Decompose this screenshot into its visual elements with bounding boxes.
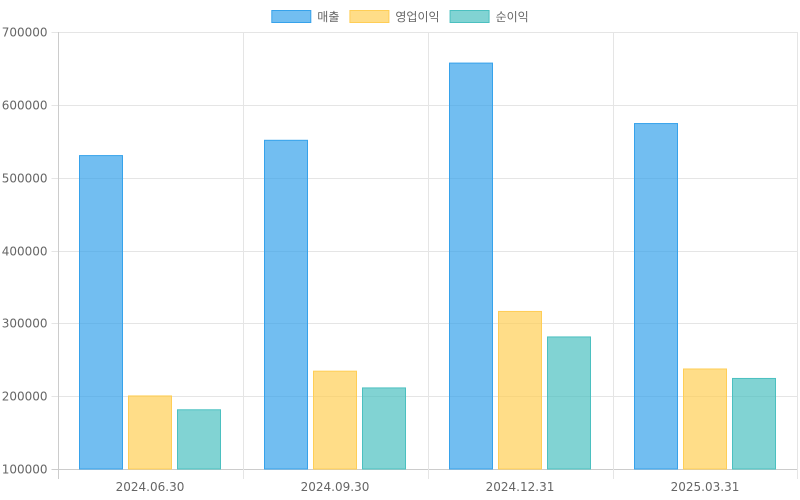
legend-label: 영업이익	[395, 10, 439, 24]
bar-3-2[interactable]	[362, 387, 406, 470]
bar-1-1[interactable]	[79, 155, 123, 470]
x-tick-label: 2025.03.31	[671, 480, 740, 494]
bar-3-1[interactable]	[177, 409, 221, 470]
legend-item-1[interactable]: 매출	[271, 10, 340, 24]
x-tick-label: 2024.12.31	[486, 480, 555, 494]
bar-2-3[interactable]	[498, 310, 542, 470]
bar-3-4[interactable]	[732, 377, 776, 470]
bar-3-3[interactable]	[547, 336, 591, 470]
bar-2-4[interactable]	[683, 368, 727, 470]
x-tick-label: 2024.09.30	[301, 480, 370, 494]
legend-swatch	[349, 10, 390, 23]
y-tick-label: 500000	[2, 172, 48, 186]
legend-item-3[interactable]: 순이익	[449, 10, 529, 24]
y-tick-label: 400000	[2, 245, 48, 259]
axis-layer: 100000 200000 300000 400000 500000 600000 7000…	[2, 26, 740, 495]
bar-2-1[interactable]	[128, 395, 172, 470]
y-tick-label: 700000	[2, 26, 48, 40]
x-tick-label: 2024.06.30	[116, 480, 185, 494]
y-tick-label: 300000	[2, 317, 48, 331]
bar-1-4[interactable]	[634, 123, 678, 470]
legend-label: 순이익	[496, 10, 529, 24]
bar-1-2[interactable]	[264, 139, 308, 470]
legend-swatch	[449, 10, 490, 23]
y-tick-label: 600000	[2, 99, 48, 113]
legend-label: 매출	[317, 10, 339, 24]
y-tick-label: 200000	[2, 390, 48, 404]
legend-swatch	[271, 10, 312, 23]
bar-1-3[interactable]	[449, 62, 493, 470]
bar-2-2[interactable]	[313, 370, 357, 470]
bars-layer	[79, 62, 776, 470]
y-tick-label: 100000	[2, 463, 48, 477]
legend[interactable]: 매출 영업이익 순이익	[271, 10, 529, 24]
legend-item-2[interactable]: 영업이익	[349, 10, 440, 24]
grid-layer	[51, 32, 798, 479]
